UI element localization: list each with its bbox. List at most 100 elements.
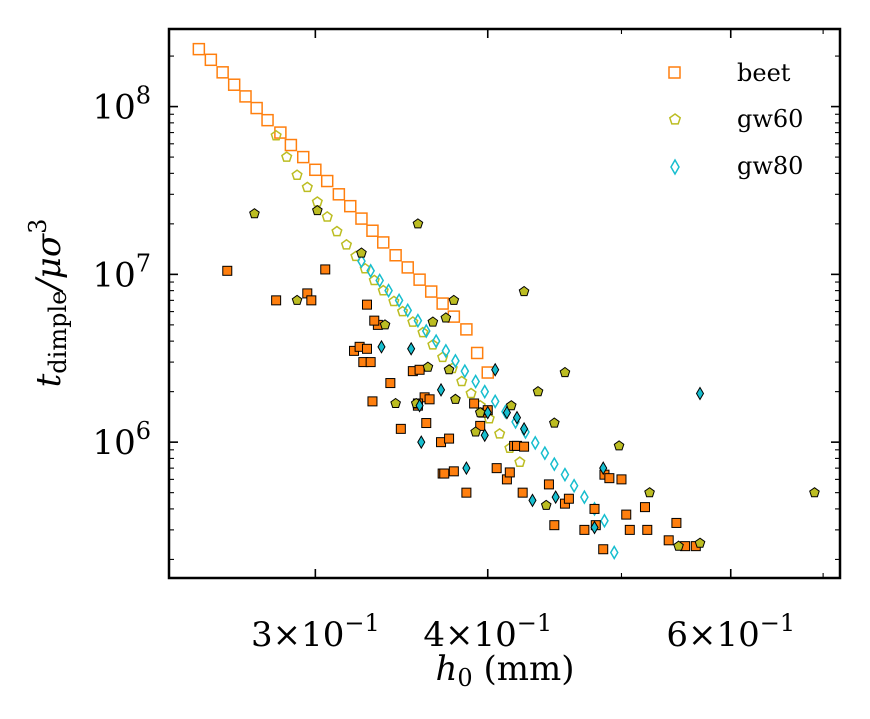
data-square-point [367, 396, 378, 407]
gw80-diamond-point [451, 353, 460, 369]
data-pentagon-point [249, 208, 260, 219]
y-axis-title-rest: /μσ [29, 233, 69, 294]
beet-square-point [366, 224, 379, 237]
beet-square-point [239, 90, 252, 103]
data-pentagon-point [540, 499, 552, 510]
beet-square-point [436, 297, 449, 310]
gw60-pentagon-point [281, 151, 293, 162]
data-pentagon-point [291, 294, 303, 305]
gw60-pentagon-point [494, 427, 506, 439]
data-square-point [365, 357, 376, 368]
data-square-point [424, 394, 435, 405]
data-square-point [639, 502, 650, 513]
data-square-point [579, 524, 590, 535]
data-square-point [320, 264, 331, 275]
data-pentagon-point [474, 406, 486, 418]
data-square-point [563, 493, 574, 504]
gw60-pentagon-point [311, 196, 323, 207]
tick-labels: 106 107 108 3×10−1 4×10−1 6×10−1 [92, 82, 795, 655]
y-tick-label: 106 [92, 417, 151, 463]
data-square-point [361, 343, 372, 354]
data-diamond-point [512, 410, 522, 425]
gw60-pentagon-point [340, 238, 353, 250]
data-diamond-point [415, 398, 424, 413]
legend-marker-beet [668, 66, 681, 79]
data-diamond-point [417, 435, 426, 450]
beet-square-point [192, 42, 206, 56]
data-square-point [222, 265, 233, 276]
gw80-diamond-point [403, 302, 413, 318]
data-square-point [448, 466, 459, 477]
gw60-pentagon-point [270, 129, 282, 141]
data-pentagon-point [532, 385, 544, 397]
gw60-pentagon-point [465, 387, 477, 399]
legend-marker-gw60 [668, 113, 682, 125]
data-square-point [361, 299, 372, 310]
y-axis-title-main: t [29, 373, 69, 387]
gw80-diamond-point [394, 292, 404, 308]
gw80-diamond-point [431, 333, 441, 349]
data-pentagon-point [450, 393, 461, 404]
gw60-pentagon-point [301, 181, 313, 193]
data-square-point [589, 503, 600, 514]
gw80-diamond-point [366, 263, 376, 279]
data-square-point [271, 295, 282, 306]
gw80-diamond-point [609, 544, 619, 560]
data-square-point [671, 517, 682, 528]
data-diamond-point [502, 405, 511, 420]
y-tick-label: 107 [92, 249, 151, 295]
beet-square-point [470, 346, 484, 360]
data-pentagon-point [390, 397, 401, 408]
gw80-diamond-point [530, 435, 540, 451]
data-square-point [517, 487, 528, 498]
x-tick-label: 6×10−1 [666, 609, 795, 655]
y-tick-label: 108 [92, 82, 151, 128]
gw60-pentagon-point [396, 305, 409, 317]
beet-square-point [424, 285, 438, 298]
legend-label-gw80: gw80 [737, 152, 803, 180]
beet-square-point [261, 113, 274, 127]
data-pentagon-point [644, 487, 655, 498]
data-diamond-point [528, 493, 537, 508]
x-axis-title-unit: (mm) [473, 649, 575, 689]
data-pentagon-point [412, 218, 424, 229]
plot-area [192, 42, 820, 560]
data-pentagon-point [518, 285, 530, 297]
data-diamond-point [599, 461, 608, 476]
data-square-point [549, 520, 560, 531]
gw60-pentagon-point [427, 338, 439, 350]
gw60-pentagon-point [514, 456, 526, 467]
data-square-point [385, 378, 396, 389]
y-axis-title-sup: 3 [24, 219, 52, 234]
data-diamond-point [462, 461, 471, 476]
gw80-diamond-point [600, 513, 609, 529]
data-pentagon-point [559, 366, 571, 378]
gw60-pentagon-point [291, 169, 303, 180]
x-tick-label: 3×10−1 [251, 609, 380, 655]
beet-square-point [227, 78, 241, 91]
gw60-pentagon-point [456, 375, 468, 387]
beet-square-point [309, 163, 322, 177]
data-pentagon-point [694, 537, 706, 548]
data-square-point [543, 479, 554, 490]
data-diamond-point [590, 520, 599, 535]
gw60-pentagon-point [407, 316, 419, 327]
data-square-point [395, 423, 406, 434]
gw80-diamond-point [413, 313, 423, 329]
legend-label-beet: beet [737, 59, 791, 87]
beet-square-point [320, 174, 334, 188]
data-pentagon-point [422, 361, 434, 372]
data-square-point [414, 364, 425, 375]
data-diamond-point [483, 405, 492, 420]
y-axis-title-sub: dimple [44, 291, 72, 374]
gw80-diamond-point [471, 373, 481, 389]
gw80-diamond-point [540, 445, 550, 461]
axis-ticks [169, 29, 840, 578]
x-tick-label: 4×10−1 [423, 609, 552, 655]
data-pentagon-point [448, 294, 460, 305]
gw80-diamond-point [480, 384, 490, 400]
legend-marker-gw80 [670, 158, 680, 176]
beet-square-point [216, 66, 229, 79]
data-square-point [306, 295, 317, 306]
